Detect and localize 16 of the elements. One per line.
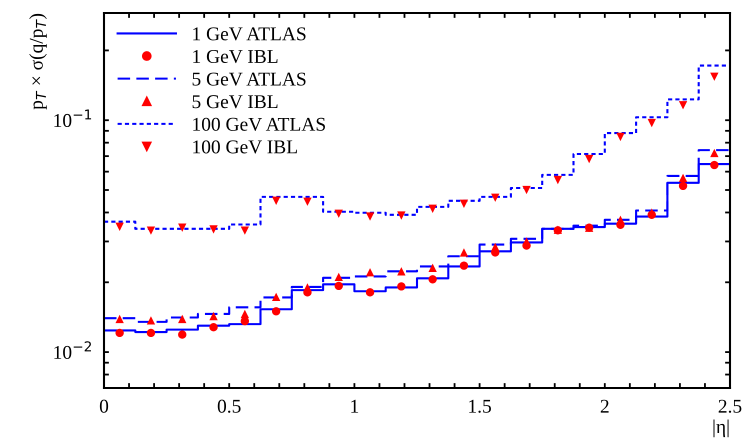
legend-label: 1 GeV ATLAS	[193, 27, 306, 41]
x-tick-label: 2	[600, 400, 609, 413]
x-tick-label: 1	[351, 400, 358, 413]
y-tick-label: 10$^{−1}$	[54, 109, 92, 128]
x-tick-label: 1.5	[469, 400, 491, 413]
y-tick-label: 10$^{−2}$	[54, 341, 91, 359]
x-tick-label: 0.5	[218, 400, 241, 413]
x-tick-label: 0	[100, 400, 108, 413]
legend-label: 5 GeV IBL	[192, 95, 278, 108]
legend-label: 5 GeV ATLAS	[192, 72, 306, 86]
legend-label: 1 GeV IBL	[193, 50, 278, 64]
y-axis-title: p$_{T}$ × σ(q/p$_{T}$)	[29, 14, 47, 110]
legend-label: 100 GeV ATLAS	[193, 118, 325, 131]
x-tick-label: 2.5	[718, 400, 742, 413]
legend-label: 100 GeV IBL	[193, 140, 297, 154]
x-axis-title: |η|	[714, 420, 729, 438]
